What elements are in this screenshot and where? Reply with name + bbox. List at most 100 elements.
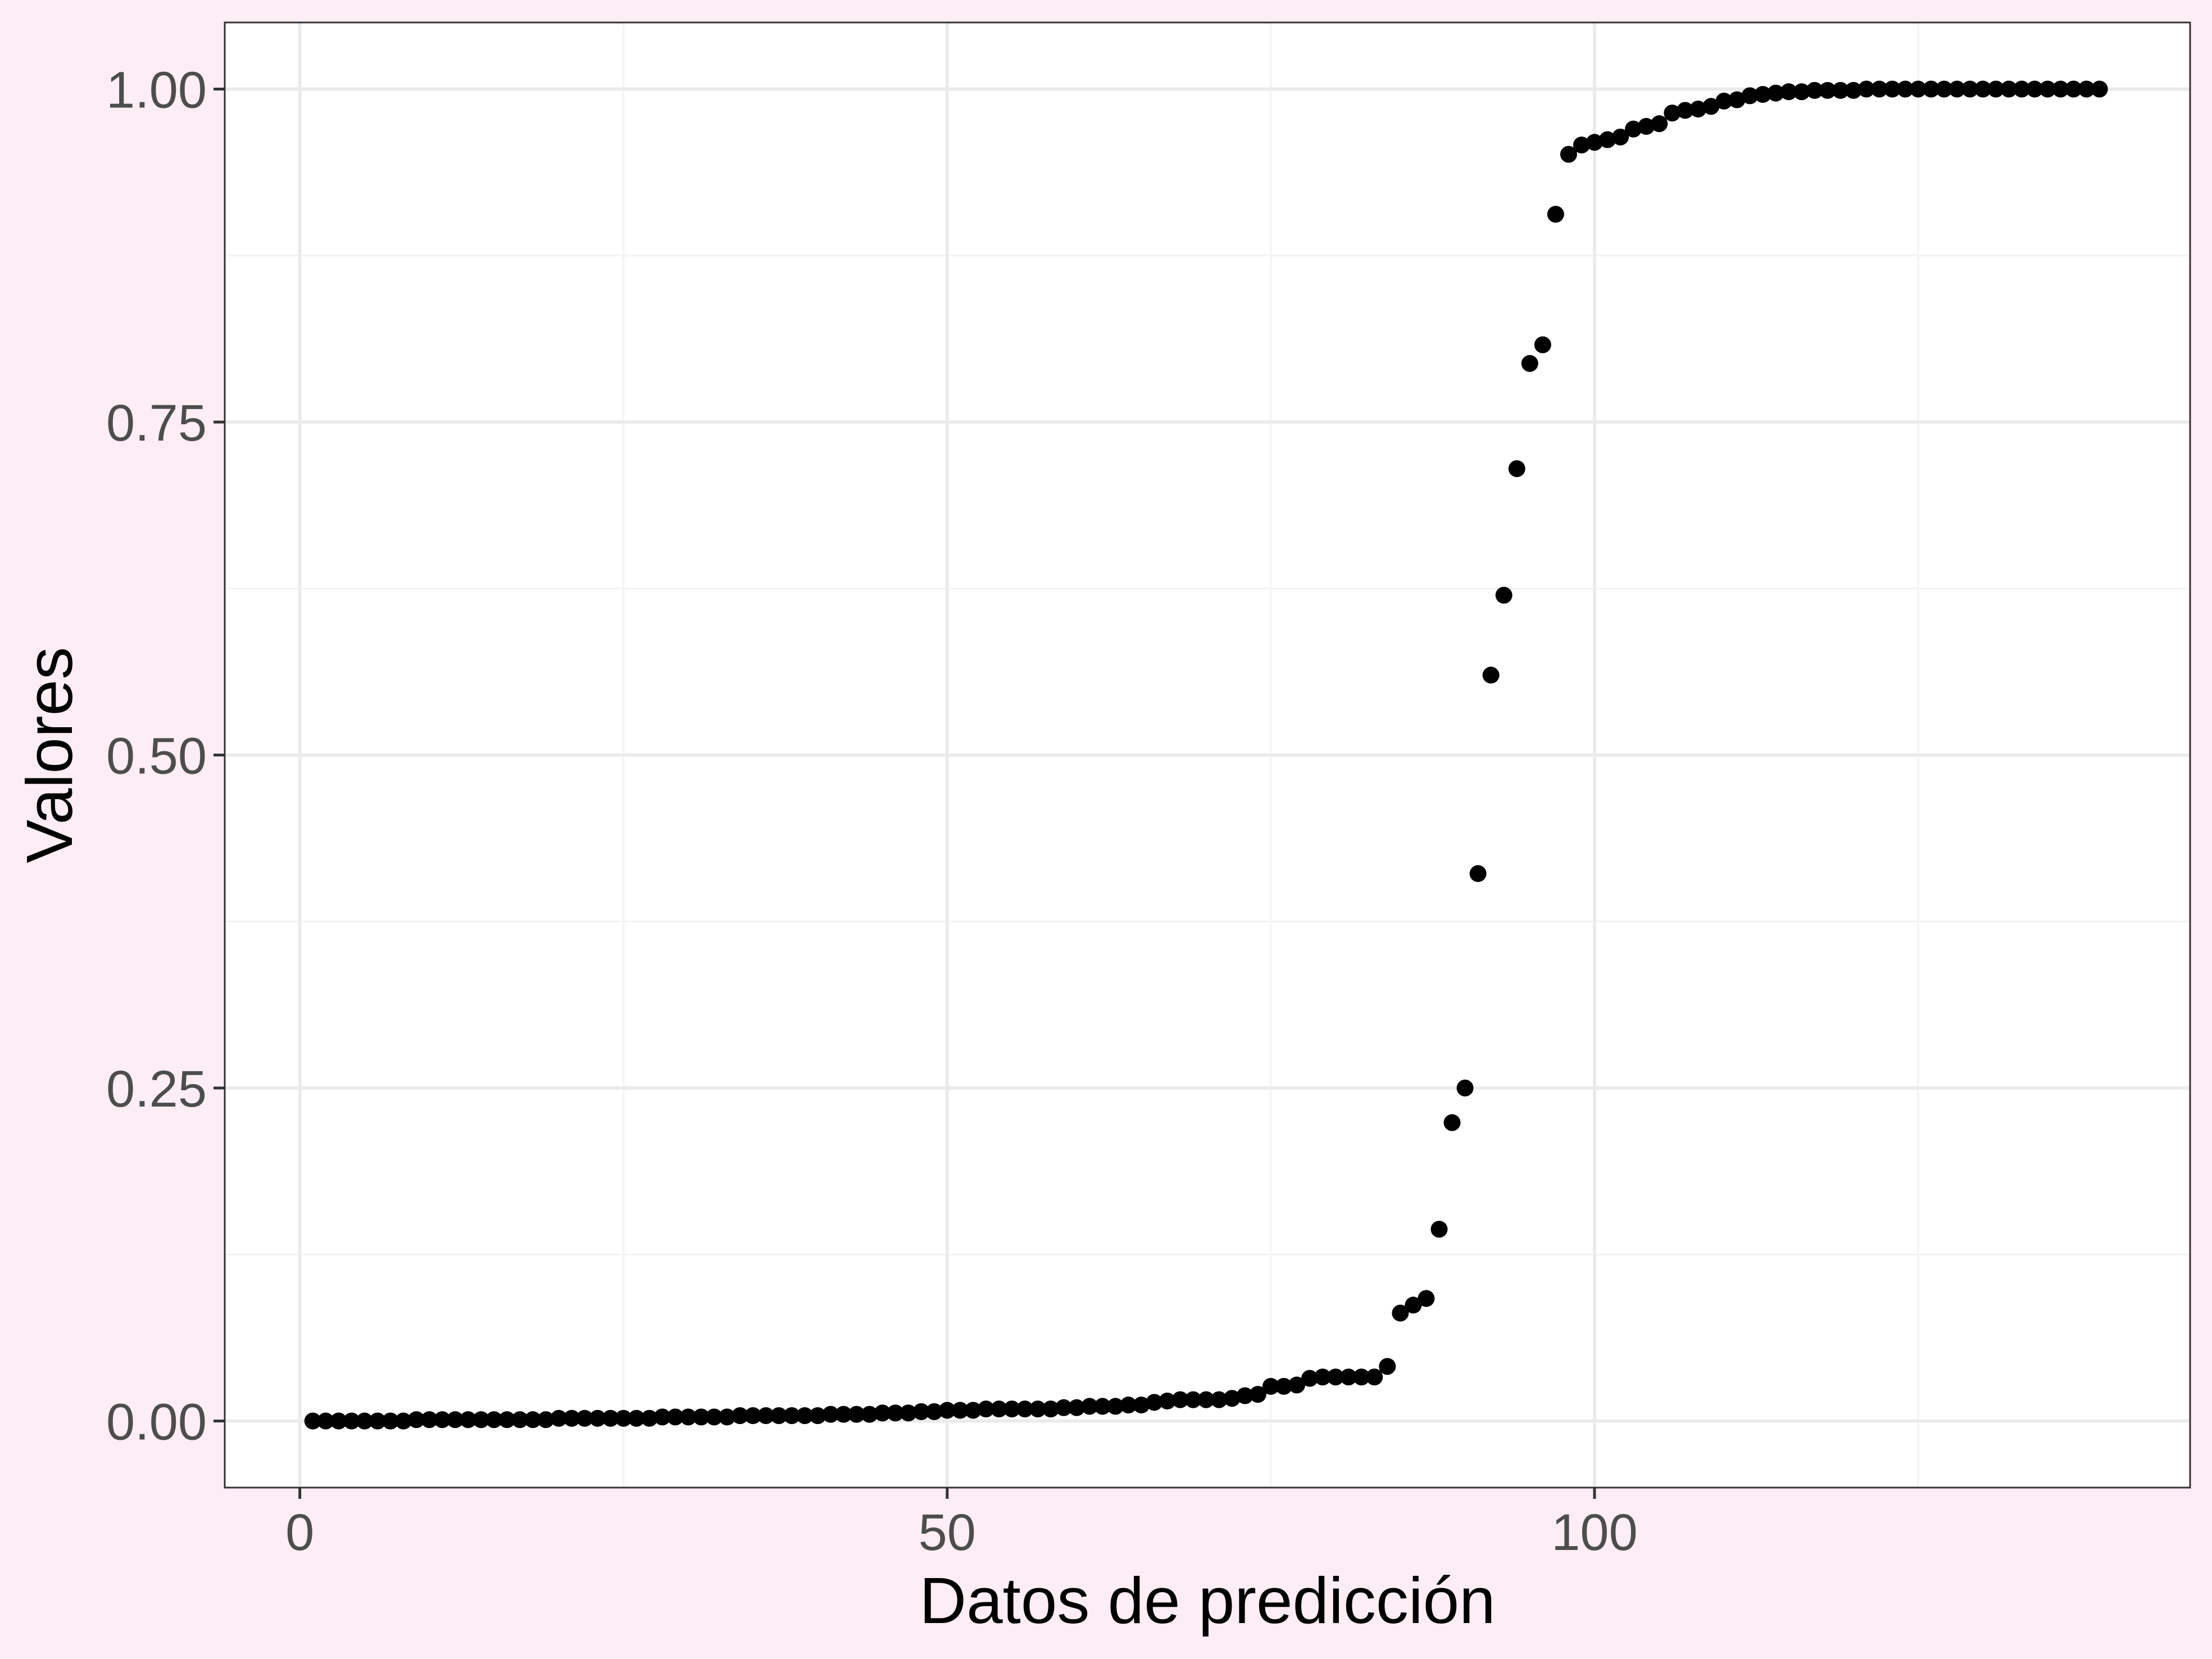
data-point	[1547, 206, 1564, 223]
data-point	[977, 1400, 994, 1418]
data-point	[822, 1406, 839, 1423]
data-point	[770, 1407, 788, 1425]
data-point	[1392, 1304, 1409, 1322]
data-point	[1767, 84, 1784, 102]
data-point	[1586, 134, 1603, 151]
y-tick-label: 1.00	[106, 62, 207, 119]
data-point	[395, 1412, 412, 1430]
y-tick-label: 0.50	[106, 728, 207, 785]
data-point	[381, 1412, 399, 1430]
data-point	[1857, 80, 1875, 98]
data-point	[1094, 1398, 1111, 1415]
data-point	[1897, 80, 1914, 98]
data-point	[421, 1411, 438, 1429]
y-tick-label: 0.25	[106, 1060, 207, 1118]
data-point	[447, 1411, 464, 1429]
data-point	[2078, 80, 2095, 98]
data-point	[925, 1403, 943, 1420]
data-point	[408, 1411, 425, 1429]
data-point	[1016, 1400, 1034, 1418]
data-point	[434, 1411, 451, 1429]
data-point	[1521, 355, 1538, 372]
data-point	[757, 1407, 775, 1425]
data-point	[2000, 80, 2018, 98]
data-point	[951, 1402, 969, 1419]
data-point	[848, 1406, 865, 1423]
data-point	[1197, 1391, 1215, 1408]
data-point	[1340, 1368, 1357, 1386]
data-point	[1689, 101, 1707, 118]
data-point	[1055, 1399, 1073, 1416]
data-point	[1223, 1390, 1241, 1407]
data-point	[653, 1408, 671, 1426]
data-point	[1042, 1400, 1060, 1418]
data-point	[1910, 80, 1927, 98]
data-point	[485, 1411, 503, 1429]
data-point	[744, 1407, 762, 1425]
data-point	[693, 1408, 710, 1426]
data-point	[1948, 80, 1966, 98]
data-point	[1845, 81, 1862, 99]
data-point	[1068, 1399, 1085, 1416]
data-point	[550, 1409, 567, 1427]
data-point	[706, 1408, 723, 1426]
data-point	[498, 1411, 516, 1429]
data-point	[317, 1412, 334, 1430]
data-point	[2039, 80, 2056, 98]
data-point	[719, 1408, 736, 1426]
data-point	[1534, 336, 1551, 353]
data-point	[1288, 1376, 1305, 1394]
data-point	[524, 1411, 542, 1429]
y-tick-label: 0.00	[106, 1394, 207, 1451]
data-point	[1236, 1387, 1253, 1404]
data-point	[1728, 91, 1746, 108]
data-point	[1171, 1391, 1189, 1408]
data-point	[473, 1411, 490, 1429]
data-point	[783, 1407, 801, 1425]
data-point	[1081, 1398, 1098, 1415]
data-point	[304, 1412, 321, 1430]
data-point	[563, 1409, 580, 1427]
data-point	[1133, 1397, 1150, 1414]
data-point	[1262, 1377, 1279, 1395]
data-point	[809, 1407, 826, 1425]
data-point	[964, 1402, 982, 1419]
data-point	[1120, 1397, 1137, 1414]
data-point	[1677, 102, 1694, 119]
data-point	[1107, 1398, 1124, 1415]
data-point	[1870, 80, 1888, 98]
data-point	[1029, 1400, 1047, 1418]
data-point	[991, 1400, 1007, 1418]
data-point	[1430, 1221, 1448, 1238]
data-point	[1664, 105, 1681, 122]
data-point	[1793, 83, 1810, 101]
data-point	[1327, 1368, 1345, 1386]
data-point	[1560, 146, 1577, 163]
data-point	[1301, 1370, 1319, 1387]
data-points	[304, 80, 2108, 1430]
data-point	[1936, 80, 1953, 98]
data-point	[1405, 1297, 1422, 1314]
data-point	[356, 1412, 373, 1430]
data-point	[1353, 1368, 1370, 1386]
data-point	[1884, 80, 1901, 98]
data-point	[511, 1411, 529, 1429]
data-point	[912, 1403, 930, 1420]
data-point	[1482, 667, 1500, 684]
data-point	[1573, 137, 1590, 154]
data-point	[2091, 80, 2108, 98]
data-point	[1754, 85, 1772, 103]
y-axis-ticks: 0.00 0.25 0.50 0.75 1.00	[106, 62, 225, 1451]
x-axis-ticks: 0 50 100	[285, 1488, 1638, 1561]
data-point	[1741, 87, 1759, 105]
x-axis-title: Datos de predicción	[919, 1564, 1495, 1637]
data-point	[1159, 1392, 1176, 1409]
data-point	[641, 1409, 658, 1427]
data-point	[874, 1404, 891, 1422]
data-point	[796, 1407, 814, 1425]
data-point	[460, 1411, 477, 1429]
data-point	[1003, 1400, 1021, 1418]
data-point	[679, 1408, 697, 1426]
data-point	[938, 1402, 956, 1419]
data-point	[1469, 865, 1487, 882]
